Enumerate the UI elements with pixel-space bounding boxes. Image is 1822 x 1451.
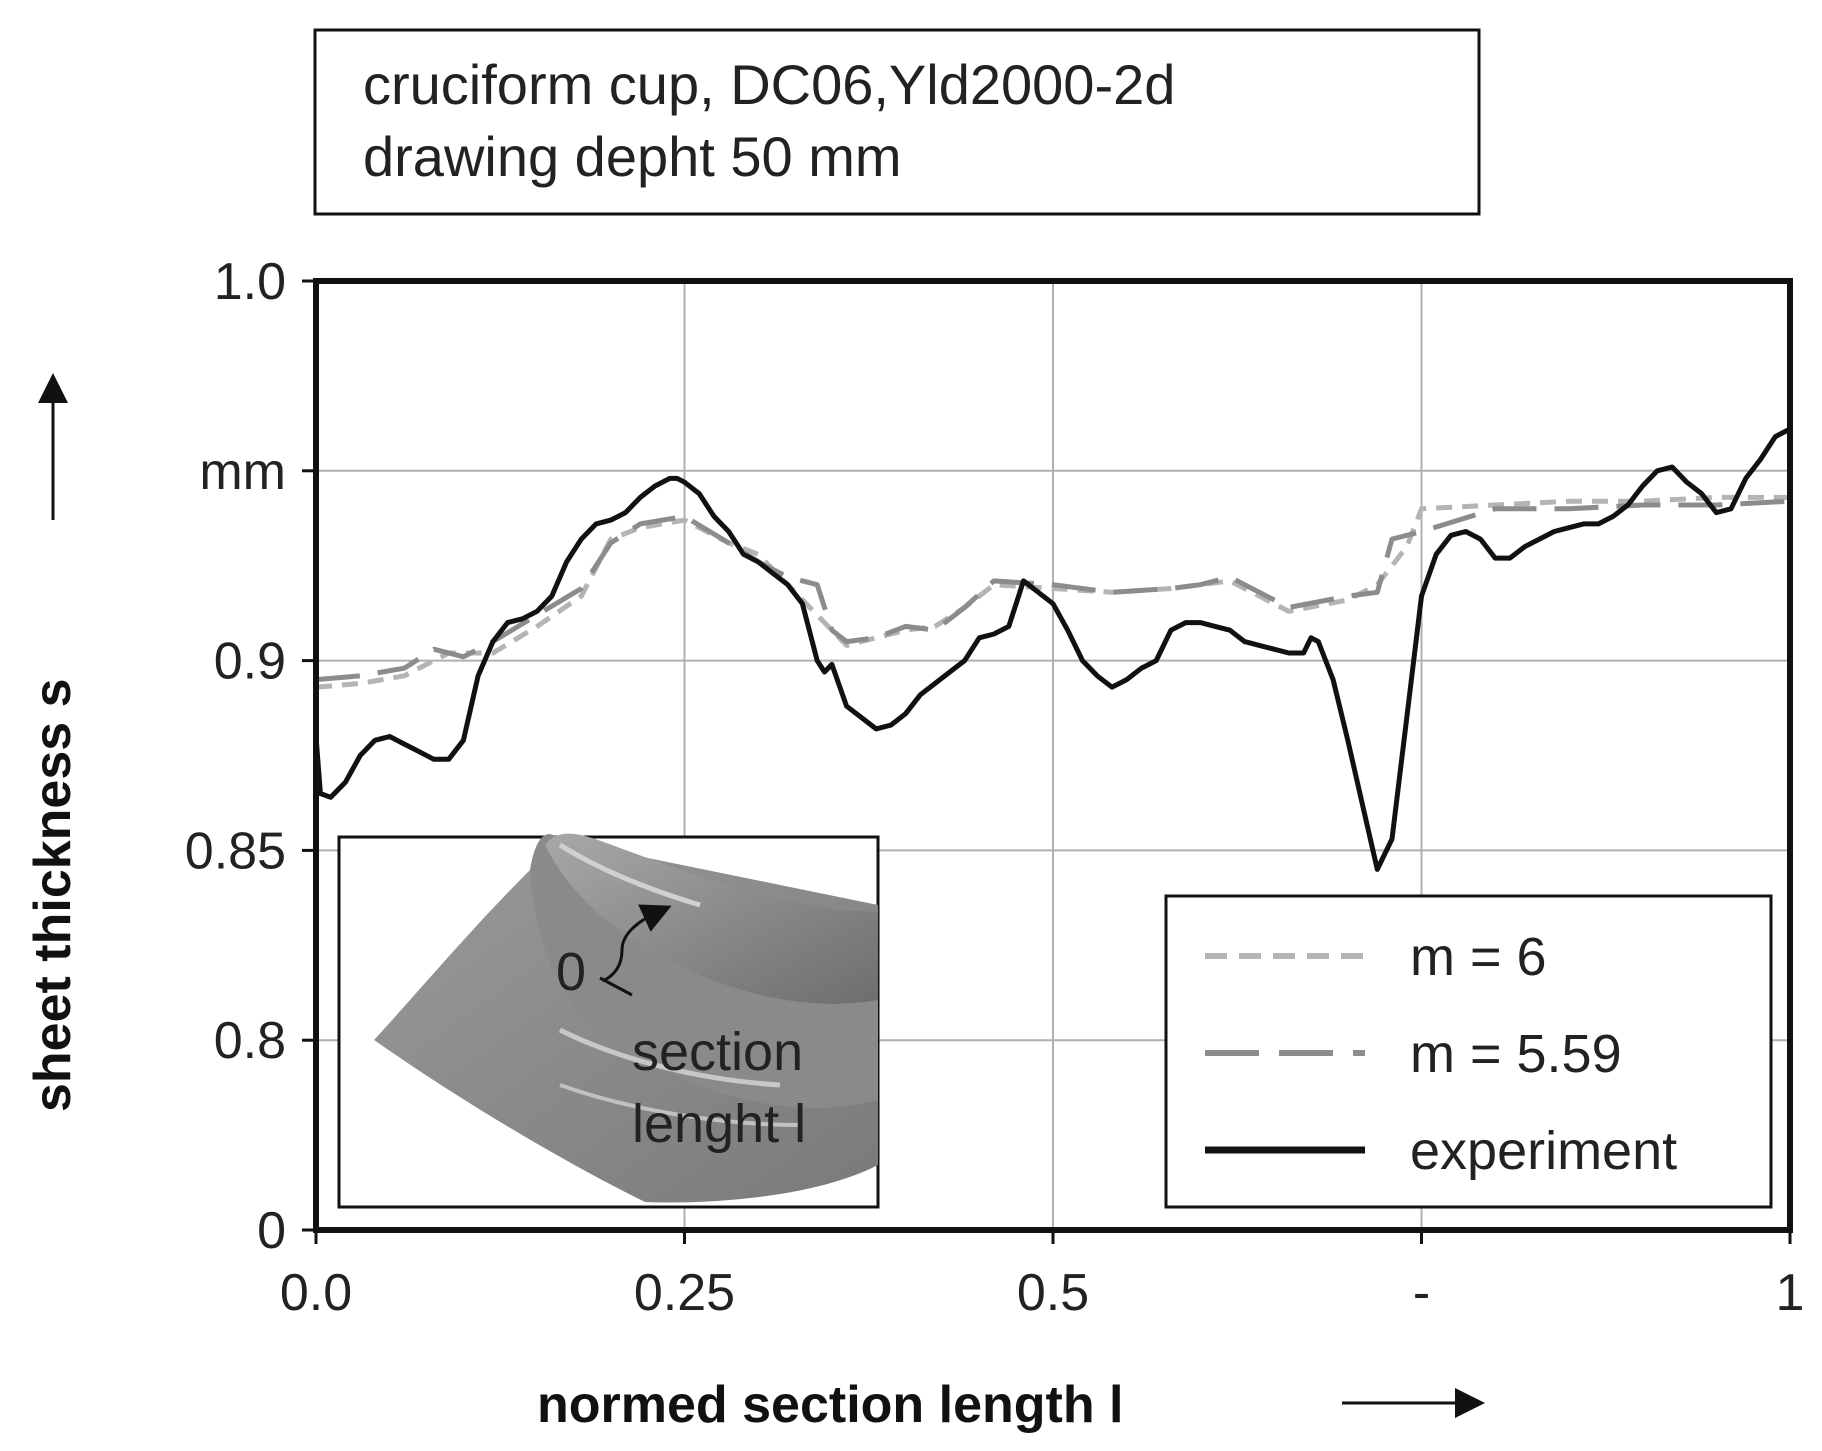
inset-caption-line-2: lenght l	[632, 1094, 806, 1154]
y-tick-label-5: 0	[257, 1202, 286, 1260]
inset-highlight-1	[558, 842, 701, 908]
inset-caption-line-1: section	[632, 1022, 803, 1082]
title-box: cruciform cup, DC06,Yld2000-2d drawing d…	[313, 28, 1481, 216]
y-axis-label-group: sheet thickness s	[24, 373, 82, 1112]
inset-highlight-2	[558, 1027, 781, 1088]
y-tick-label-1: mm	[199, 443, 286, 501]
y-tick-label-0: 1.0	[214, 253, 286, 311]
inset-highlight-3	[559, 1083, 801, 1127]
x-axis-label: normed section length l	[537, 1376, 1124, 1434]
legend-label-m559: m = 5.59	[1410, 1024, 1622, 1084]
title-line-2: drawing depht 50 mm	[363, 125, 902, 188]
y-tick-label-3: 0.85	[185, 822, 286, 880]
series-line-m-5-59	[316, 498, 1790, 683]
x-tick-label-4: 1	[1776, 1264, 1805, 1322]
legend: m = 6 m = 5.59 experiment	[1164, 894, 1773, 1209]
inset-image: 0 section lenght l	[337, 833, 880, 1209]
tick-labels: 0.0 0.25 0.5 - 1 1.0 mm 0.9 0.85 0.8 0	[185, 253, 1805, 1322]
series-line-experiment	[316, 426, 1790, 872]
series-group	[316, 426, 1790, 872]
inset-start-label: 0	[556, 942, 586, 1002]
legend-label-m6: m = 6	[1410, 927, 1547, 987]
x-axis-label-group: normed section length l	[537, 1376, 1485, 1434]
x-tick-label-0: 0.0	[280, 1264, 352, 1322]
section-start-tick	[599, 976, 633, 997]
title-line-1: cruciform cup, DC06,Yld2000-2d	[363, 53, 1175, 116]
y-axis-label: sheet thickness s	[24, 678, 82, 1112]
legend-label-experiment: experiment	[1410, 1121, 1677, 1181]
x-tick-label-1: 0.25	[634, 1264, 735, 1322]
title-frame	[313, 28, 1481, 216]
y-tick-label-2: 0.9	[214, 633, 286, 691]
inset-cup-top	[545, 833, 878, 1004]
x-tick-label-3: -	[1413, 1264, 1430, 1322]
legend-frame	[1164, 894, 1773, 1209]
x-tick-label-2: 0.5	[1017, 1264, 1089, 1322]
y-tick-label-4: 0.8	[214, 1012, 286, 1070]
section-arrow	[602, 904, 672, 983]
